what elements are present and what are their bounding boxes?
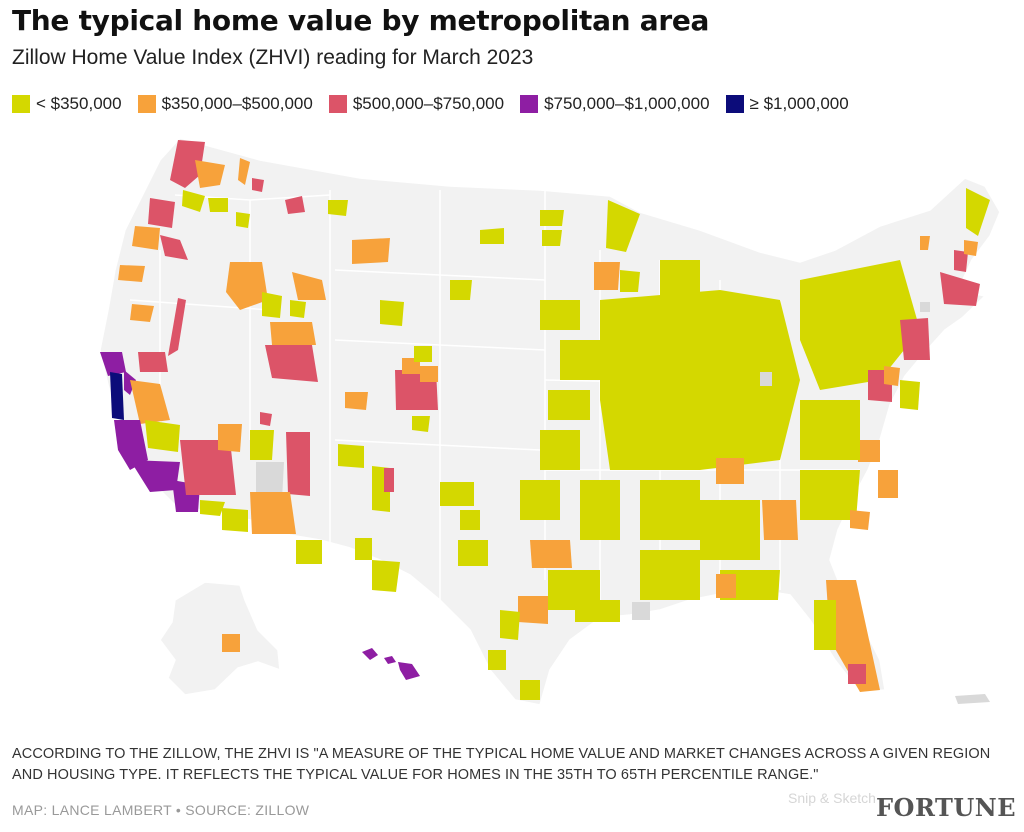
legend-label: $750,000–$1,000,000 <box>544 94 710 113</box>
metro-areas-southwest <box>222 432 400 592</box>
legend-label: $500,000–$750,000 <box>352 94 505 113</box>
legend-swatch <box>725 95 744 113</box>
legend-item-under-350k: < $350,000 <box>12 94 122 114</box>
metro-areas-midwest <box>580 260 800 620</box>
legend-label: < $350,000 <box>36 94 122 113</box>
metro-areas-west <box>100 238 404 516</box>
fortune-logo: FORTUNE <box>876 793 1016 822</box>
legend-item-500k-750k: $500,000–$750,000 <box>328 94 505 114</box>
metro-areas-northwest <box>118 140 348 282</box>
metro-areas-ak-hi <box>222 634 420 680</box>
snip-sketch-watermark: Snip & Sketch <box>788 790 876 806</box>
legend-item-750k-1m: $750,000–$1,000,000 <box>520 94 710 114</box>
map-subtitle: Zillow Home Value Index (ZHVI) reading f… <box>12 46 534 69</box>
legend-label: ≥ $1,000,000 <box>749 94 849 113</box>
legend-item-over-1m: ≥ $1,000,000 <box>725 94 849 114</box>
us-metro-map <box>99 137 1001 706</box>
metro-areas-southeast <box>700 400 898 692</box>
legend-label: $350,000–$500,000 <box>161 94 313 113</box>
map-title: The typical home value by metropolitan a… <box>12 4 710 37</box>
credit-line: MAP: LANCE LAMBERT • SOURCE: ZILLOW <box>12 802 310 818</box>
legend-swatch <box>12 95 30 113</box>
alaska <box>159 581 281 696</box>
legend-swatch <box>328 95 347 113</box>
legend-swatch <box>137 95 156 113</box>
puerto-rico <box>955 694 990 704</box>
legend-swatch <box>520 95 539 113</box>
footnote: ACCORDING TO THE ZILLOW, THE ZHVI IS "A … <box>12 746 991 783</box>
metro-areas-central <box>458 300 620 700</box>
metro-areas-northeast <box>800 188 990 410</box>
legend: < $350,000 $350,000–$500,000 $500,000–$7… <box>12 94 865 114</box>
legend-item-350k-500k: $350,000–$500,000 <box>137 94 313 114</box>
metro-areas-mountain <box>345 200 640 506</box>
